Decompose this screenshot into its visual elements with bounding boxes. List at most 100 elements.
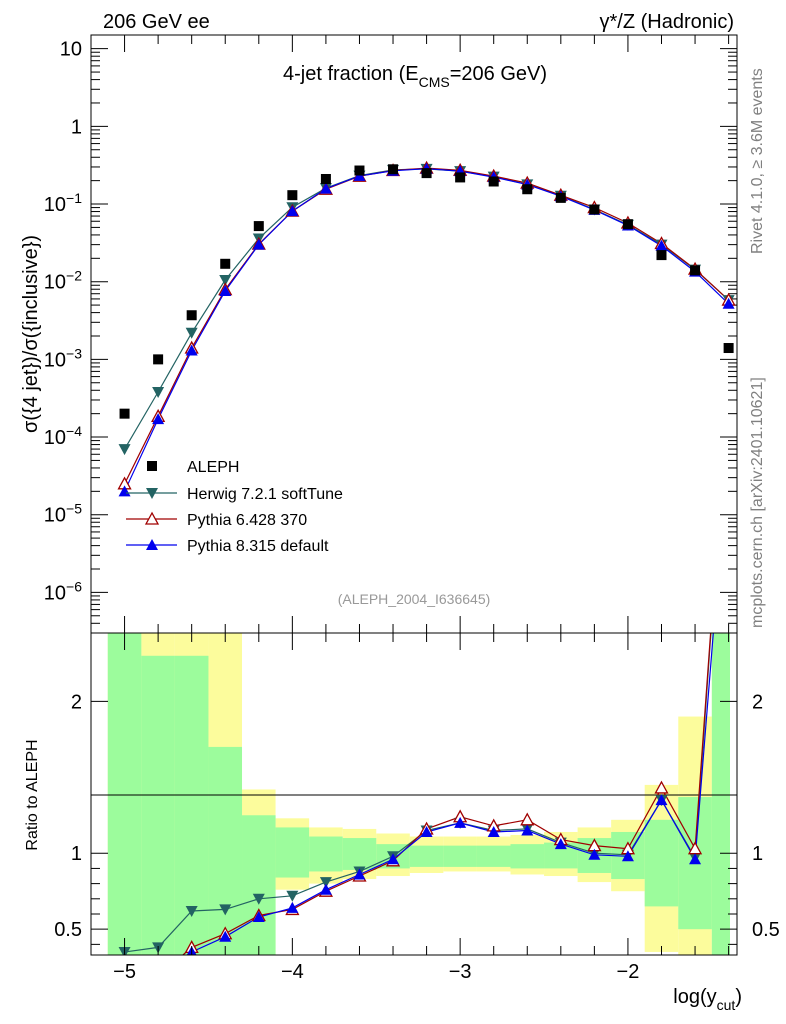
- legend-label: Pythia 8.315 default: [187, 538, 329, 555]
- ratio-plot-series: [118, 633, 714, 955]
- pythia8-ratio-point: [521, 824, 534, 836]
- aleph-data-point: [555, 192, 566, 203]
- herwig-ratio-point: [219, 904, 232, 916]
- herwig-ratio-point: [185, 905, 198, 917]
- pythia8-ratio-point: [655, 794, 668, 806]
- side-label-top: Rivet 4.1.0, ≥ 3.6M events: [749, 68, 766, 254]
- ratio-uncertainty-bands: [107, 633, 730, 955]
- legend-marker-0: [147, 461, 157, 471]
- main-plot-ticks: [90, 35, 737, 634]
- ratio-y-tick-label: 2: [71, 691, 82, 713]
- herwig-point: [185, 327, 198, 339]
- aleph-data-point: [455, 172, 466, 183]
- aleph-data-point: [320, 173, 331, 184]
- pythia6-line: [124, 167, 730, 485]
- aleph-data-point: [488, 176, 499, 187]
- ratio-y-tick-label: 1: [71, 843, 82, 865]
- green-band-bin: [208, 746, 243, 955]
- pythia8-point: [319, 182, 332, 194]
- green-band-bin: [309, 836, 343, 872]
- title-prefix: 4-jet fraction (E: [283, 63, 419, 85]
- legend-label: Herwig 7.2.1 softTune: [187, 486, 343, 503]
- main-y-axis-label: σ({4 jet})/σ({inclusive}): [20, 235, 42, 433]
- tick-base: 10: [60, 39, 82, 61]
- tick-exponent: −5: [66, 501, 82, 517]
- green-band-bin: [107, 633, 142, 955]
- x-tick-label: −2: [617, 961, 640, 983]
- tick-exponent: −3: [66, 345, 82, 361]
- aleph-data-point: [723, 343, 734, 354]
- aleph-data-point: [119, 408, 130, 419]
- green-band-bin: [275, 827, 310, 878]
- analysis-id: (ALEPH_2004_I636645): [338, 591, 491, 607]
- main-plot-title: 4-jet fraction (ECMS=206 GeV): [283, 63, 547, 90]
- pythia8-ratio-point: [621, 850, 634, 862]
- herwig-point: [152, 387, 165, 399]
- green-band-bin: [510, 844, 545, 869]
- tick-base: 10: [44, 194, 66, 216]
- tick-base: 10: [44, 582, 66, 604]
- aleph-data-point: [388, 164, 399, 175]
- main-y-tick-label: 10−6: [44, 578, 82, 604]
- aleph-data-point: [253, 221, 264, 232]
- legend-marker-3: [146, 539, 158, 550]
- aleph-data-point: [220, 258, 231, 269]
- main-y-tick-label: 10−5: [44, 501, 82, 527]
- pythia8-ratio-point: [588, 848, 601, 860]
- main-y-tick-label: 10−2: [44, 268, 82, 294]
- process-label: γ*/Z (Hadronic): [600, 11, 734, 33]
- tick-base: 1: [71, 116, 82, 138]
- ratio-y-tick-label-right: 0.5: [752, 919, 780, 941]
- pythia6-ratio-point: [520, 812, 535, 826]
- aleph-data-point: [690, 265, 701, 276]
- tick-base: 10: [44, 272, 66, 294]
- aleph-data-point: [622, 219, 633, 230]
- x-axis-label-close: ): [735, 986, 742, 1008]
- aleph-data-point: [354, 165, 365, 176]
- legend-label: ALEPH: [187, 459, 239, 476]
- x-tick-labels: −5 −4 −3 −2: [113, 961, 639, 983]
- herwig-ratio-point: [252, 893, 265, 905]
- aleph-data-point: [421, 168, 432, 179]
- side-label-bottom: mcplots.cern.ch [arXiv:2401.10621]: [749, 377, 766, 628]
- aleph-data-point: [186, 310, 197, 321]
- green-band-bin: [443, 845, 477, 867]
- main-y-tick-label: 1: [71, 116, 82, 138]
- pythia8-point: [252, 238, 265, 250]
- tick-exponent: −4: [66, 423, 82, 439]
- legend: ALEPH Herwig 7.2.1 softTune Pythia 6.428 3…: [126, 459, 343, 555]
- x-tick-label: −4: [281, 961, 304, 983]
- pythia6-ratio-point: [654, 780, 669, 794]
- ratio-y-tick-labels: 2 2 1 1 0.5 0.5: [54, 691, 780, 941]
- pythia8-ratio-point: [353, 868, 366, 880]
- ratio-y-tick-label-right: 1: [752, 843, 763, 865]
- ratio-plot-frame: [90, 632, 738, 956]
- tick-base: 10: [44, 505, 66, 527]
- pythia8-ratio-point: [319, 883, 332, 895]
- green-band-bin: [409, 845, 444, 867]
- pythia8-ratio-point: [554, 838, 567, 850]
- x-axis-label-main: log(y: [673, 986, 716, 1008]
- aleph-data-point: [287, 190, 298, 201]
- legend-label: Pythia 6.428 370: [187, 512, 307, 529]
- main-y-tick-label: 10−3: [44, 345, 82, 371]
- pythia8-ratio-point: [487, 825, 500, 837]
- energy-label: 206 GeV ee: [103, 11, 210, 33]
- x-axis-label-sub: cut: [717, 997, 736, 1013]
- pythia8-ratio-point: [689, 853, 702, 865]
- aleph-data-point: [153, 354, 164, 365]
- green-band-bin: [644, 819, 679, 907]
- main-plot-series: [117, 160, 736, 497]
- tick-base: 10: [44, 349, 66, 371]
- pythia8-ratio-point: [454, 816, 467, 828]
- legend-marker-2: [144, 511, 160, 525]
- herwig-ratio-point: [319, 877, 332, 889]
- pythia8-point: [722, 297, 735, 309]
- green-band-bin: [711, 633, 730, 955]
- green-band-bin: [141, 655, 175, 955]
- ratio-series-clipped: [118, 633, 714, 955]
- herwig-point: [219, 275, 232, 287]
